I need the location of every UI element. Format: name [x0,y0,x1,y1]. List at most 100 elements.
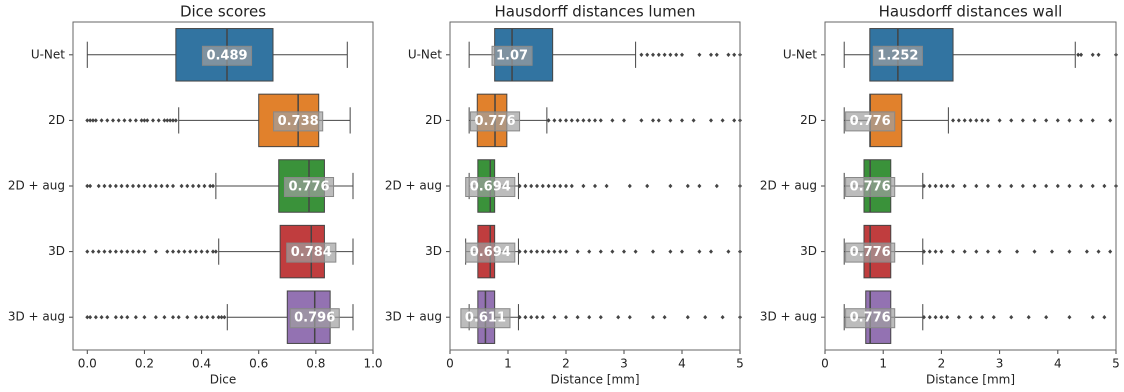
outlier [662,315,667,320]
outlier [119,183,124,189]
median-label-bg [286,242,337,263]
outlier [145,118,150,123]
outlier [956,118,961,123]
outlier [142,118,147,123]
outlier [1044,183,1049,189]
outlier [680,52,684,57]
outlier [956,315,961,320]
outlier [219,315,224,320]
outlier [1015,249,1020,254]
outlier [709,52,713,57]
outlier [133,118,138,123]
outlier [136,249,141,254]
outlier [108,249,113,254]
outlier [587,118,592,123]
outlier [564,249,568,254]
outlier [997,118,1002,123]
outlier [668,52,673,57]
outlier [171,315,175,320]
outlier [99,118,104,123]
outlier [552,315,557,320]
y-tick-label: 3D + aug [760,310,817,324]
outlier [569,183,574,189]
outlier [85,118,90,123]
panel: Hausdorff distances wall Distance [mm] 0 1 2… [760,3,1120,387]
median-label: 1.07 [496,48,528,63]
median-label: 0.694 [470,245,511,260]
outlier [927,315,932,320]
outlier [211,315,215,320]
y-tick-label: 2D [425,113,442,127]
y-tick-label: U-Net [783,47,817,61]
outlier [546,249,551,254]
outlier [639,52,644,57]
outlier [162,118,167,123]
outlier [581,118,586,123]
outlier [1044,315,1049,320]
x-tick-label: 1.0 [363,357,382,371]
x-tick-label: 3 [996,357,1004,371]
outlier [199,249,204,254]
outlier [148,183,153,189]
outlier [1067,315,1072,320]
outlier [1090,52,1095,57]
x-tick-label: 0.8 [306,357,325,371]
outlier [656,118,661,123]
outlier [616,315,621,320]
y-tick-label: 3D + aug [8,310,65,324]
outlier [153,315,158,320]
outlier [171,183,175,189]
outlier [985,118,990,123]
outlier [564,315,568,320]
outlier [96,183,101,189]
outlier [119,315,124,320]
outlier [540,249,545,254]
outlier [151,118,155,123]
outlier [639,118,644,123]
outlier [645,52,650,57]
outlier [1096,52,1101,57]
x-tick-label: 0.2 [135,357,154,371]
outlier [968,118,973,123]
outlier [131,249,135,254]
outlier [697,52,702,57]
y-tick-label: U-Net [408,47,442,61]
outlier [558,183,563,189]
outlier [139,118,144,123]
outlier [119,249,124,254]
median-label: 0.694 [470,180,511,195]
outlier [598,315,603,320]
outlier [651,315,655,320]
median-label-bg [491,45,533,66]
median-label: 0.784 [291,245,332,260]
outlier [128,118,133,123]
outlier [962,249,967,254]
plot-frame [449,21,741,351]
outlier [540,183,545,189]
outlier [651,52,655,57]
outlier [171,249,175,254]
x-tick-label: 0 [821,357,829,371]
x-tick-label: 3 [620,357,628,371]
outlier [951,249,956,254]
median-label-bg [465,177,516,197]
outlier [108,183,113,189]
x-tick-label: 0 [446,357,454,371]
outlier [1090,118,1095,123]
outlier [1096,249,1101,254]
outlier [1032,249,1037,254]
outlier [185,315,190,320]
outlier [193,249,198,254]
outlier [165,183,170,189]
x-tick-label: 5 [736,357,744,371]
outlier [558,249,563,254]
outlier [1102,183,1107,189]
outlier [552,118,557,123]
outlier [91,249,95,254]
outlier [951,183,956,189]
outlier [85,183,90,189]
median-label: 0.776 [850,311,891,326]
x-axis-label: Dice [210,373,237,387]
x-tick-label: 5 [1112,357,1120,371]
